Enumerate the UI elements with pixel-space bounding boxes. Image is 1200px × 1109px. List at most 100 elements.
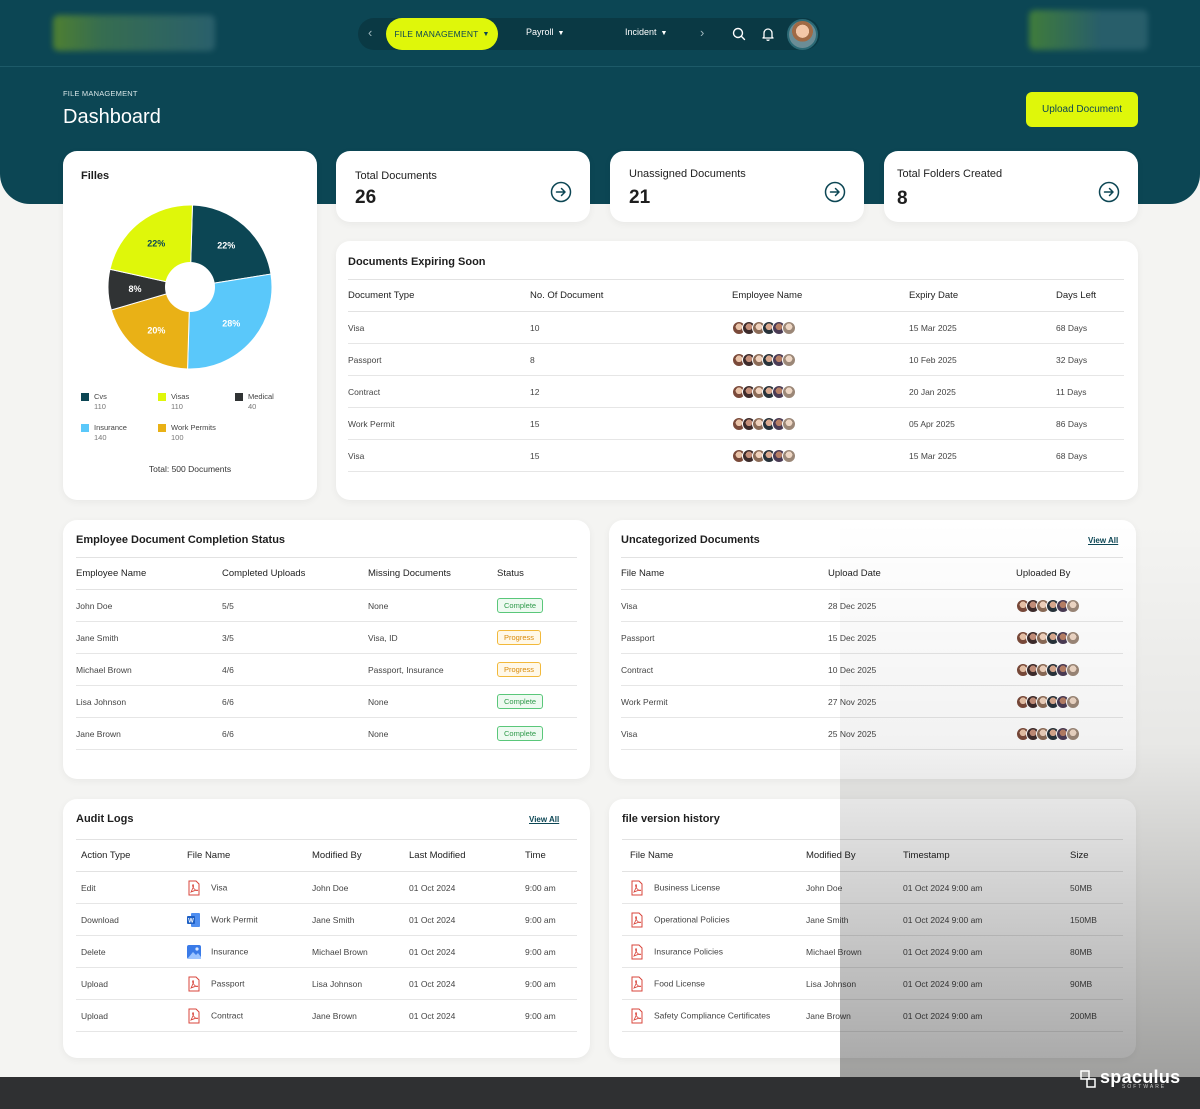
bell-icon[interactable]	[759, 25, 777, 43]
table-row[interactable]: Lisa Johnson 6/6 None Complete	[76, 686, 577, 718]
column-header: Time	[525, 840, 577, 872]
view-all-link[interactable]: View All	[1088, 536, 1118, 545]
last-modified: 01 Oct 2024	[409, 936, 525, 968]
expiry-date: 10 Feb 2025	[909, 344, 1056, 376]
employee-avatars[interactable]	[732, 376, 909, 408]
pie-slice-label: 28%	[222, 318, 240, 328]
table-row[interactable]: Work Permit 27 Nov 2025	[621, 686, 1123, 718]
legend-value: 110	[94, 402, 107, 412]
arrow-right-circle-icon[interactable]	[824, 181, 846, 203]
arrow-right-circle-icon[interactable]	[1098, 181, 1120, 203]
svg-text:W: W	[188, 918, 194, 924]
table-row[interactable]: Jane Smith 3/5 Visa, ID Progress	[76, 622, 577, 654]
table-row[interactable]: Visa 28 Dec 2025	[621, 590, 1123, 622]
table-row[interactable]: Upload Contract Jane Brown 01 Oct 2024 9:00 …	[76, 1000, 577, 1032]
legend-label: Work Permits 100	[171, 423, 216, 443]
uploader-avatars[interactable]	[1016, 718, 1123, 750]
table-row[interactable]: Safety Compliance Certificates Jane Brown…	[622, 1000, 1123, 1032]
search-icon[interactable]	[730, 25, 748, 43]
avatar	[782, 417, 796, 431]
employee-avatars[interactable]	[732, 440, 909, 472]
nav-payroll-label: Payroll	[526, 27, 554, 37]
table-row[interactable]: Jane Brown 6/6 None Complete	[76, 718, 577, 750]
expiring-title: Documents Expiring Soon	[348, 256, 486, 268]
table-row[interactable]: Passport 15 Dec 2025	[621, 622, 1123, 654]
stat-card-total-folders[interactable]: Total Folders Created 8	[884, 151, 1138, 222]
nav-file-management[interactable]: FILE MANAGEMENT ▼	[386, 18, 498, 50]
table-row[interactable]: Operational Policies Jane Smith 01 Oct 202…	[622, 904, 1123, 936]
table-row[interactable]: Contract 10 Dec 2025	[621, 654, 1123, 686]
table-row[interactable]: Food License Lisa Johnson 01 Oct 2024 9:00…	[622, 968, 1123, 1000]
uploader-avatars[interactable]	[1016, 686, 1123, 718]
modified-by: Jane Brown	[312, 1000, 409, 1032]
nav-incident-label: Incident	[625, 27, 657, 37]
column-header: Days Left	[1056, 280, 1124, 312]
upload-date: 25 Nov 2025	[828, 718, 1016, 750]
nav-payroll[interactable]: Payroll ▼	[526, 27, 564, 37]
table-row[interactable]: Upload Passport Lisa Johnson 01 Oct 2024 9:0…	[76, 968, 577, 1000]
action-type: Delete	[76, 936, 187, 968]
legend-swatch	[235, 393, 243, 401]
table-row[interactable]: Insurance Policies Michael Brown 01 Oct 20…	[622, 936, 1123, 968]
user-avatar[interactable]	[787, 19, 818, 50]
document-count: 15	[530, 408, 732, 440]
completed-uploads: 4/6	[222, 654, 368, 686]
table-row[interactable]: John Doe 5/5 None Complete	[76, 590, 577, 622]
uncategorized-title: Uncategorized Documents	[621, 534, 760, 546]
uploader-avatars[interactable]	[1016, 654, 1123, 686]
arrow-right-circle-icon[interactable]	[550, 181, 572, 203]
table-row[interactable]: Visa 15 15 Mar 2025 68 Days	[348, 440, 1124, 472]
legend-swatch	[158, 424, 166, 432]
employee-avatars[interactable]	[732, 344, 909, 376]
action-type: Upload	[76, 1000, 187, 1032]
view-all-link[interactable]: View All	[529, 815, 559, 824]
table-row[interactable]: Work Permit 15 05 Apr 2025 86 Days	[348, 408, 1124, 440]
top-bar: ‹ FILE MANAGEMENT ▼ Payroll ▼ Incident ▼ ›	[0, 0, 1200, 67]
legend-name: Medical	[248, 392, 274, 402]
file-size: 50MB	[1070, 872, 1123, 904]
employee-avatars[interactable]	[732, 312, 909, 344]
pdf-icon	[187, 976, 201, 992]
table-row[interactable]: Passport 8 10 Feb 2025 32 Days	[348, 344, 1124, 376]
days-left: 68 Days	[1056, 440, 1124, 472]
nav-next-icon[interactable]: ›	[700, 25, 704, 40]
stat-card-unassigned-documents[interactable]: Unassigned Documents 21	[610, 151, 864, 222]
employee-avatars[interactable]	[732, 408, 909, 440]
expiring-table: Document Type No. Of Document Employee N…	[348, 279, 1124, 472]
modified-by: Jane Smith	[806, 904, 903, 936]
table-row[interactable]: Visa 25 Nov 2025	[621, 718, 1123, 750]
table-row[interactable]: Delete Insurance Michael Brown 01 Oct 2024 9…	[76, 936, 577, 968]
upload-document-button[interactable]: Upload Document	[1026, 92, 1138, 127]
upload-date: 28 Dec 2025	[828, 590, 1016, 622]
table-row[interactable]: Download W Work Permit Jane Smith 01 Oct 202…	[76, 904, 577, 936]
company-logo[interactable]	[53, 15, 215, 51]
stat-card-total-documents[interactable]: Total Documents 26	[336, 151, 590, 222]
column-header: Completed Uploads	[222, 558, 368, 590]
pdf-icon	[630, 880, 644, 896]
table-row[interactable]: Edit Visa John Doe 01 Oct 2024 9:00 am	[76, 872, 577, 904]
stat-value: 21	[629, 187, 650, 209]
uploader-avatars[interactable]	[1016, 590, 1123, 622]
completed-uploads: 6/6	[222, 686, 368, 718]
versions-table: File Name Modified By Timestamp Size Bus…	[622, 839, 1123, 1032]
modified-by: John Doe	[806, 872, 903, 904]
avatar	[782, 321, 796, 335]
table-row[interactable]: Michael Brown 4/6 Passport, Insurance Progr…	[76, 654, 577, 686]
avatar	[1066, 727, 1080, 741]
table-row[interactable]: Visa 10 15 Mar 2025 68 Days	[348, 312, 1124, 344]
audit-logs-card: Audit Logs View All Action Type File Nam…	[63, 799, 590, 1058]
legend-value: 140	[94, 433, 127, 443]
table-header-row: Document Type No. Of Document Employee N…	[348, 280, 1124, 312]
table-header-row: Employee Name Completed Uploads Missing …	[76, 558, 577, 590]
nav-incident[interactable]: Incident ▼	[625, 27, 667, 37]
file-size: 90MB	[1070, 968, 1123, 1000]
file-name: Food License	[654, 978, 705, 988]
file-name: Operational Policies	[654, 914, 730, 924]
table-row[interactable]: Business License John Doe 01 Oct 2024 9:00…	[622, 872, 1123, 904]
chevron-down-icon: ▼	[558, 30, 565, 37]
table-row[interactable]: Contract 12 20 Jan 2025 11 Days	[348, 376, 1124, 408]
completion-status-card: Employee Document Completion Status Empl…	[63, 520, 590, 779]
nav-prev-icon[interactable]: ‹	[368, 25, 372, 40]
uploader-avatars[interactable]	[1016, 622, 1123, 654]
pdf-icon	[187, 1008, 201, 1024]
